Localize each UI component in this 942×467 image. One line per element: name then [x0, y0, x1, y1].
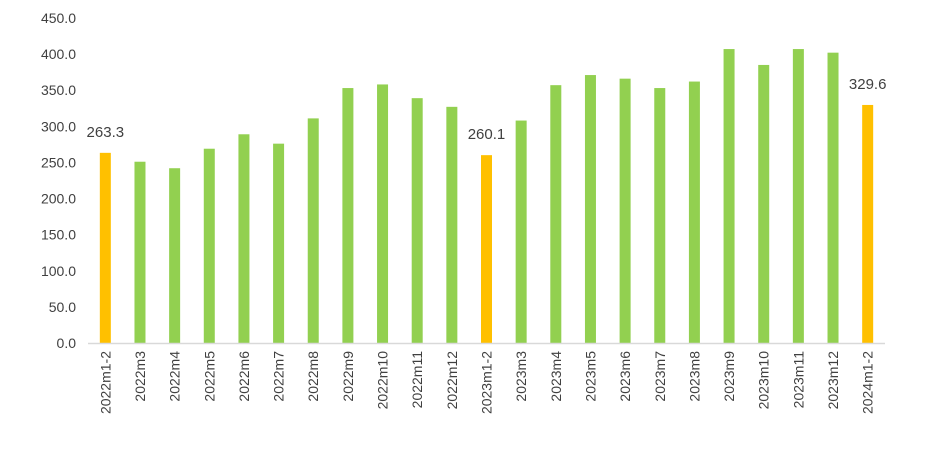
x-tick-label: 2022m8	[305, 351, 321, 402]
bar-2023m1-2	[481, 155, 492, 343]
data-label: 263.3	[87, 124, 125, 141]
x-tick-label: 2022m4	[167, 351, 183, 402]
bar-2022m10	[377, 84, 389, 343]
bar-2022m9	[342, 88, 354, 343]
bar-2022m5	[203, 148, 215, 343]
y-tick-label: 350.0	[41, 82, 76, 98]
bar-2023m3	[515, 120, 527, 343]
data-labels: 263.3 260.1 329.6	[87, 76, 887, 143]
bar-2022m11	[411, 98, 423, 344]
x-tick-label: 2023m7	[652, 351, 668, 402]
bar-2022m7	[273, 143, 285, 343]
bar-2023m7	[654, 88, 666, 343]
x-tick-label: 2022m11	[409, 351, 425, 409]
x-tick-label: 2023m11	[790, 351, 806, 409]
y-axis-ticks: 0.0 50.0 100.0 150.0 200.0 250.0 300.0 350.0 400…	[41, 10, 76, 351]
y-tick-label: 250.0	[41, 154, 76, 170]
x-tick-label: 2023m3	[513, 351, 529, 402]
bar-2023m6	[619, 78, 631, 344]
bar-2022m1-2	[99, 152, 111, 343]
bar-2022m3	[134, 161, 146, 343]
x-tick-label: 2023m4	[548, 351, 564, 402]
x-tick-label: 2022m5	[201, 351, 217, 402]
bar-2023m8	[688, 81, 700, 344]
data-label: 260.1	[468, 126, 506, 143]
bar-2023m12	[827, 52, 839, 344]
y-tick-label: 50.0	[49, 299, 76, 315]
x-tick-label: 2024m1-2	[860, 351, 876, 414]
y-tick-label: 200.0	[41, 191, 76, 207]
x-tick-label: 2023m12	[825, 351, 841, 410]
y-tick-label: 0.0	[57, 335, 77, 351]
bar-2023m4	[550, 85, 562, 344]
x-tick-label: 2022m1-2	[97, 351, 113, 414]
y-tick-label: 150.0	[41, 227, 76, 243]
x-tick-label: 2022m7	[271, 351, 287, 402]
y-tick-label: 400.0	[41, 46, 76, 62]
bars	[99, 49, 874, 344]
x-axis-ticks: 2022m1-2 2022m3 2022m4 2022m5 2022m6 2022m7 20…	[97, 351, 875, 414]
x-tick-label: 2023m9	[721, 351, 737, 402]
bar-2023m9	[723, 49, 735, 344]
bar-2022m8	[307, 118, 319, 343]
bar-2023m10	[758, 64, 770, 343]
x-tick-label: 2022m9	[340, 351, 356, 402]
x-tick-label: 2023m5	[582, 351, 598, 402]
x-tick-label: 2022m6	[236, 351, 252, 402]
x-tick-label: 2023m1-2	[479, 351, 495, 414]
bar-2022m6	[238, 134, 250, 343]
x-tick-label: 2023m6	[617, 351, 633, 402]
y-tick-label: 450.0	[41, 10, 76, 26]
x-tick-label: 2022m3	[132, 351, 148, 402]
data-label: 329.6	[849, 76, 887, 93]
bar-2023m11	[792, 49, 804, 344]
bar-2023m5	[584, 75, 596, 344]
y-tick-label: 100.0	[41, 263, 76, 279]
x-tick-label: 2023m10	[756, 351, 772, 410]
bar-2022m4	[169, 168, 181, 343]
x-tick-label: 2022m12	[444, 351, 460, 410]
bar-2024m1-2	[862, 104, 874, 343]
y-tick-label: 300.0	[41, 118, 76, 134]
bar-2022m12	[446, 106, 458, 343]
x-tick-label: 2023m8	[686, 351, 702, 402]
x-tick-label: 2022m10	[375, 351, 391, 410]
